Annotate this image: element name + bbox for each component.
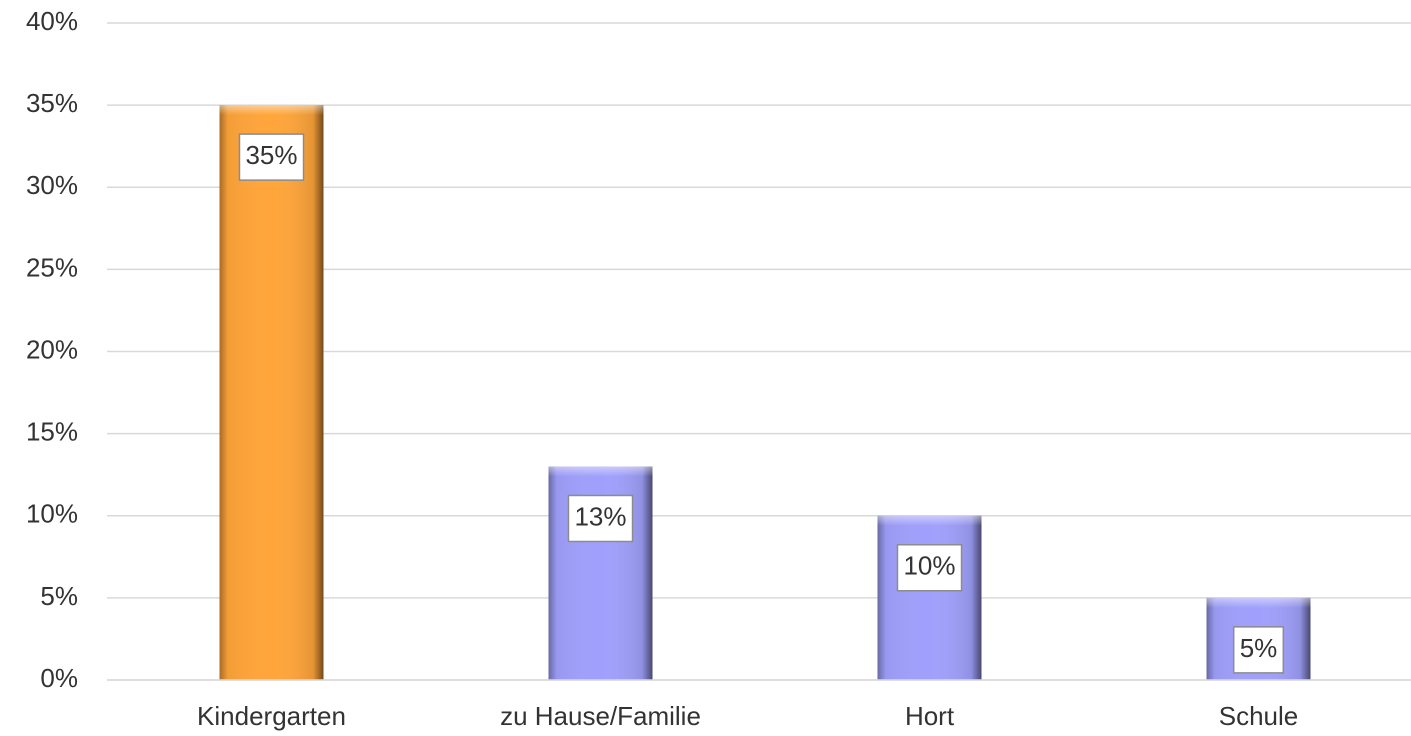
data-label-box <box>1232 626 1285 674</box>
bar-shade <box>877 515 982 680</box>
y-tick-label: 0% <box>40 663 78 693</box>
x-tick-label: Schule <box>1219 701 1299 731</box>
x-tick-label: zu Hause/Familie <box>500 701 701 731</box>
x-tick-label: Hort <box>905 701 955 731</box>
data-label: 5% <box>1240 633 1278 663</box>
bar-shade <box>219 105 324 680</box>
y-tick-label: 25% <box>26 252 78 282</box>
data-label: 13% <box>574 501 626 531</box>
y-tick-label: 30% <box>26 170 78 200</box>
data-label: 10% <box>903 551 955 581</box>
data-label-box <box>238 133 305 181</box>
x-tick-label: Kindergarten <box>197 701 346 731</box>
data-label-box <box>896 544 963 592</box>
y-tick-label: 35% <box>26 88 78 118</box>
data-label-box <box>567 494 634 543</box>
y-tick-label: 15% <box>26 417 78 447</box>
data-label: 35% <box>245 140 297 170</box>
bar-bevel <box>1206 597 1311 608</box>
bar-bevel <box>548 466 653 477</box>
y-tick-label: 10% <box>26 499 78 529</box>
bar-bevel <box>877 515 982 526</box>
y-tick-label: 40% <box>26 6 78 36</box>
bar-bevel <box>219 105 324 116</box>
y-tick-label: 20% <box>26 334 78 364</box>
y-tick-label: 5% <box>40 581 78 611</box>
